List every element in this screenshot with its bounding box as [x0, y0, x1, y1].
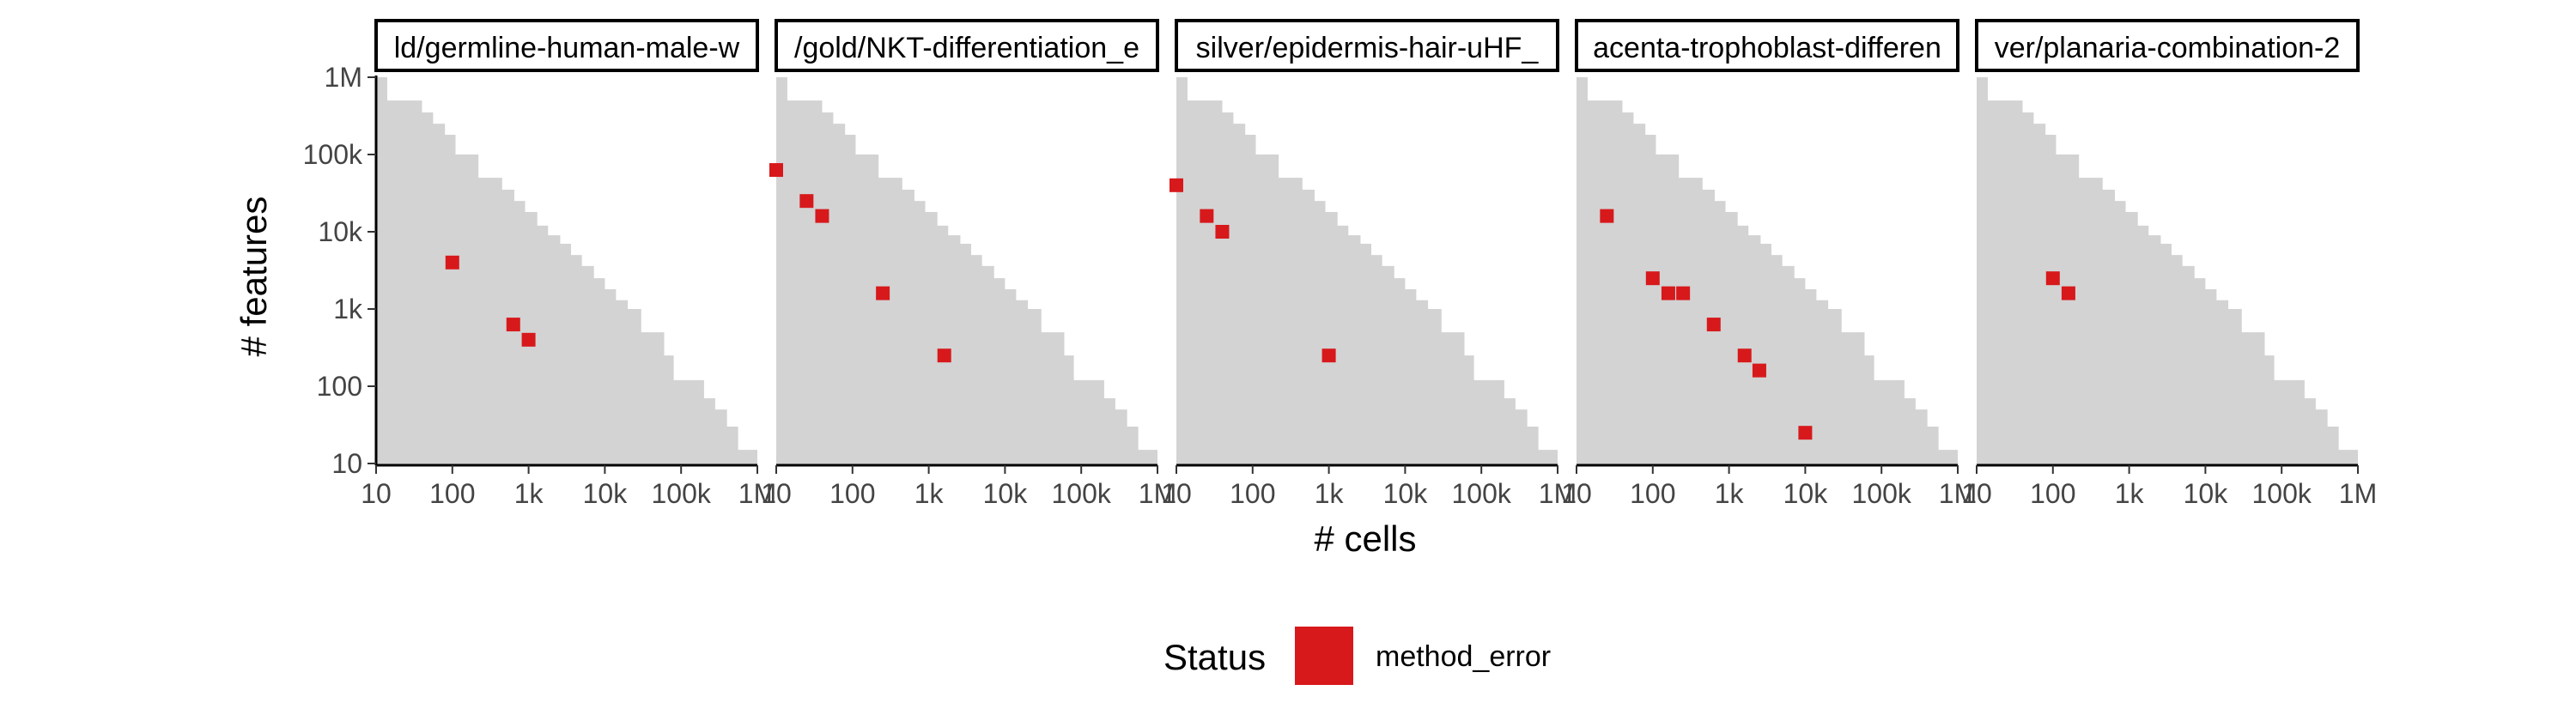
status-cell-method-error: [445, 255, 459, 270]
y-tick-label: 100: [317, 371, 362, 402]
facet-strip: [374, 19, 759, 72]
y-tick-label: 10: [331, 448, 362, 479]
status-cell-method-error: [876, 286, 890, 300]
status-cell-method-error: [1798, 426, 1813, 440]
status-cell-method-error: [937, 348, 951, 363]
status-cell-method-error: [1645, 271, 1660, 286]
status-cell-method-error: [1600, 209, 1614, 223]
legend-key-method-error: [1295, 627, 1353, 685]
y-tick-label: 1k: [333, 294, 363, 324]
x-tick-label: 1M: [2339, 478, 2377, 509]
feasible-region: [376, 77, 757, 465]
status-cell-method-error: [1676, 286, 1691, 300]
facet-panel: /gold/NKT-differentiation_e 10 100 1k 10k 100…: [761, 19, 1176, 509]
x-tick-label: 1M: [738, 478, 776, 509]
status-cell-method-error: [521, 332, 536, 347]
x-tick-label: 100k: [1052, 478, 1112, 509]
feasible-region: [1977, 77, 2358, 465]
status-cell-method-error: [1706, 318, 1721, 332]
status-cell-method-error: [1215, 225, 1230, 239]
legend-title: Status: [1163, 637, 1266, 677]
status-cell-method-error: [2045, 271, 2060, 286]
status-cell-method-error: [769, 163, 783, 178]
x-tick-label: 1M: [1939, 478, 1977, 509]
feasible-region: [776, 77, 1157, 465]
facet-strip: [1175, 19, 1559, 72]
facet-strip-label: /gold/NKT-differentiation_e: [794, 32, 1139, 64]
feasible-region: [1176, 77, 1558, 465]
panels-layer: ld/germline-human-male-w 10 100 1k 10k 100k 1M…: [361, 19, 2377, 509]
x-tick-label: 1k: [2115, 478, 2145, 509]
facet-panel: silver/epidermis-hair-uHF_ 10 100 1k 10k 100k…: [1161, 19, 1577, 509]
status-cell-method-error: [1752, 363, 1766, 378]
status-cell-method-error: [1737, 348, 1752, 363]
facet-strip-label: ld/germline-human-male-w: [394, 32, 740, 64]
x-tick-label: 10: [1561, 478, 1592, 509]
x-tick-label: 100k: [652, 478, 712, 509]
status-cell-method-error: [1661, 286, 1675, 300]
x-tick-label: 100: [2030, 478, 2075, 509]
feasible-region: [1577, 77, 1958, 465]
x-tick-label: 10k: [1783, 478, 1829, 509]
status-cell-method-error: [799, 194, 814, 209]
status-cell-method-error: [815, 209, 829, 223]
facet-strip: [775, 19, 1159, 72]
y-axis-title: # features: [234, 197, 274, 357]
facet-strip-label: silver/epidermis-hair-uHF_: [1196, 32, 1540, 64]
facet-strip: [1975, 19, 2360, 72]
x-tick-label: 10: [1161, 478, 1192, 509]
x-tick-label: 1k: [1715, 478, 1745, 509]
x-tick-label: 10: [761, 478, 792, 509]
y-axis: 10 100 1k 10k 100k 1M: [303, 62, 378, 479]
facet-panel: acenta-trophoblast-differen 10 100 1k 10k 100…: [1561, 19, 1977, 509]
x-tick-label: 1k: [914, 478, 945, 509]
x-tick-label: 10k: [1383, 478, 1429, 509]
facet-strip: [1575, 19, 1959, 72]
status-cell-method-error: [1200, 209, 1214, 223]
status-cell-method-error: [506, 318, 520, 332]
x-axis-title: # cells: [1314, 518, 1416, 559]
x-tick-label: 100k: [1852, 478, 1912, 509]
facet-strip-label: ver/planaria-combination-2: [1995, 32, 2341, 64]
legend-label-method-error: method_error: [1376, 640, 1551, 673]
status-cell-method-error: [2061, 286, 2075, 300]
legend: Status method_error: [1163, 627, 1551, 685]
x-tick-label: 1M: [1139, 478, 1176, 509]
y-tick-label: 10k: [318, 216, 363, 247]
x-tick-label: 1M: [1539, 478, 1577, 509]
x-tick-label: 10k: [983, 478, 1029, 509]
x-tick-label: 100k: [1452, 478, 1512, 509]
x-tick-label: 10: [1961, 478, 1992, 509]
facet-panel: ld/germline-human-male-w 10 100 1k 10k 100k 1M: [361, 19, 776, 509]
y-tick-label: 1M: [325, 62, 362, 93]
x-tick-label: 10k: [2184, 478, 2229, 509]
x-tick-label: 1k: [514, 478, 544, 509]
x-tick-label: 100: [1630, 478, 1675, 509]
x-tick-label: 100: [829, 478, 875, 509]
x-tick-label: 10k: [583, 478, 629, 509]
y-tick-label: 100k: [303, 139, 363, 170]
status-cell-method-error: [1321, 348, 1336, 363]
x-tick-label: 100: [429, 478, 475, 509]
facet-panel: ver/planaria-combination-2 10 100 1k 10k 100k…: [1961, 19, 2377, 509]
facet-strip-label: acenta-trophoblast-differen: [1593, 32, 1941, 64]
status-cell-method-error: [1170, 178, 1183, 192]
x-tick-label: 100: [1230, 478, 1275, 509]
x-tick-label: 100k: [2252, 478, 2312, 509]
x-tick-label: 10: [361, 478, 392, 509]
x-tick-label: 1k: [1315, 478, 1345, 509]
